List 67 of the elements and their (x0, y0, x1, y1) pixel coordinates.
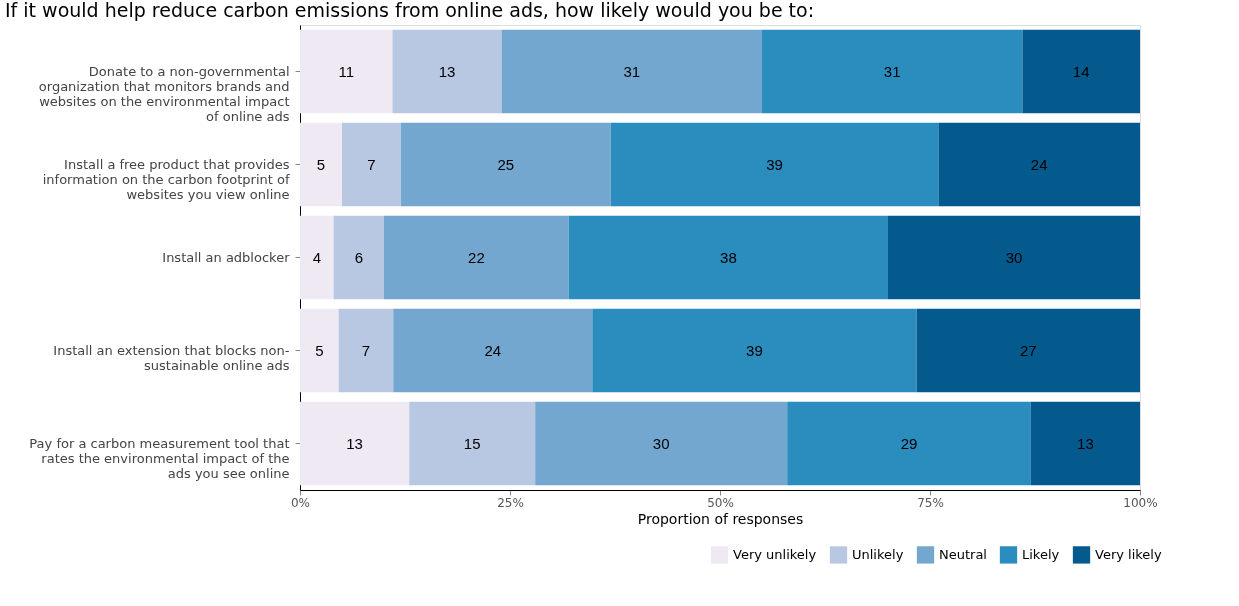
bar (300, 401, 410, 486)
bar (338, 308, 394, 393)
data-label: 6 (354, 248, 363, 266)
bar (384, 215, 569, 300)
x-axis-title: Proportion of responses (637, 510, 804, 527)
bar (300, 122, 342, 207)
data-label: 24 (484, 341, 502, 359)
bar (400, 122, 611, 207)
bar (888, 215, 1140, 300)
x-tick-label: 25% (497, 495, 524, 510)
bar (300, 308, 339, 393)
bar (300, 29, 393, 114)
bar (610, 122, 939, 207)
data-label: 31 (623, 62, 641, 80)
legend-label: Very likely (1095, 546, 1162, 562)
data-label: 7 (367, 155, 376, 173)
bar (392, 29, 502, 114)
bar (393, 308, 593, 393)
legend-label: Unlikely (852, 546, 904, 562)
data-label: 29 (900, 434, 918, 452)
legend-label: Very unlikely (733, 546, 817, 562)
data-label: 13 (438, 62, 456, 80)
bar (916, 308, 1140, 393)
data-label: 13 (346, 434, 363, 452)
legend-label: Neutral (939, 546, 987, 562)
data-label: 38 (720, 248, 737, 266)
y-tick-label: Install an extension that blocks non-sustainable online ads (53, 342, 290, 373)
y-tick-label: Install a free product that provides information on the carbon footprint of websites you view online (42, 156, 290, 202)
bar (762, 29, 1023, 114)
data-label: 14 (1072, 62, 1090, 80)
x-tick-label: 75% (917, 495, 944, 510)
bar (501, 29, 762, 114)
data-label: 22 (468, 248, 485, 266)
data-label: 7 (361, 341, 371, 359)
y-tick-label: Donate to a non-governmental organization that monitors brands and websites on the environmental impact of online ads (38, 63, 290, 124)
bar (535, 401, 788, 486)
y-tick-label: Pay for a carbon measurement tool that rates the environmental impact of the ads you see online (29, 435, 290, 481)
y-tick-label: Install an adblocker (162, 249, 291, 265)
data-label: 39 (746, 341, 763, 359)
bar (300, 215, 334, 300)
bar (1030, 401, 1140, 486)
bar (568, 215, 888, 300)
data-label: 30 (652, 434, 670, 452)
bar (342, 122, 401, 207)
data-label: 24 (1030, 155, 1048, 173)
data-label: 39 (766, 155, 783, 173)
x-tick-label: 100% (1123, 495, 1158, 510)
legend-label: Likely (1022, 546, 1060, 562)
bar (938, 122, 1140, 207)
data-label: 11 (338, 62, 354, 80)
bar (1022, 29, 1140, 114)
x-tick-label: 0% (290, 495, 311, 510)
data-label: 5 (316, 155, 326, 173)
chart-title: If it would help reduce carbon emissions from online ads, how likely would you be to: (5, 0, 815, 21)
bar (787, 401, 1031, 486)
x-tick-label: 50% (707, 495, 734, 510)
data-label: 30 (1005, 248, 1023, 266)
data-label: 4 (312, 248, 321, 266)
data-label: 5 (315, 341, 324, 359)
data-label: 31 (883, 62, 901, 80)
bar (333, 215, 384, 300)
data-label: 13 (1077, 434, 1094, 452)
bar (592, 308, 917, 393)
data-label: 25 (497, 155, 515, 173)
data-label: 15 (463, 434, 481, 452)
data-label: 27 (1019, 341, 1037, 359)
bar (409, 401, 536, 486)
